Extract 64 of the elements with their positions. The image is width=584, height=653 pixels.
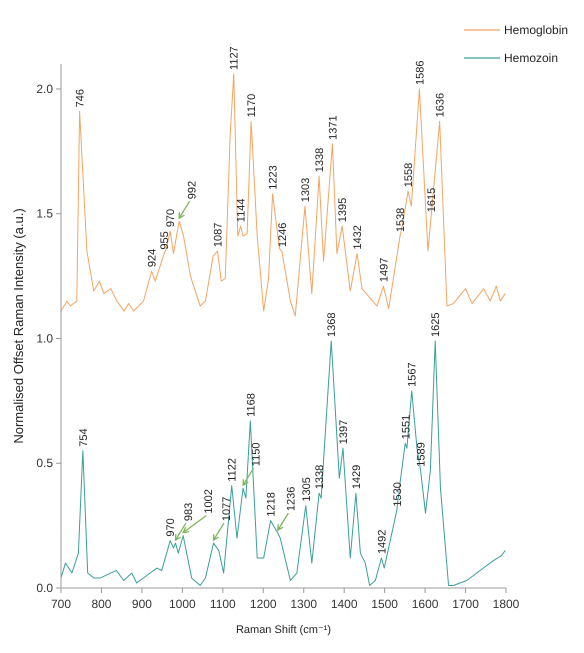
annotation: 1558 xyxy=(403,162,416,188)
annotation: 924 xyxy=(146,248,159,268)
annotation: 1223 xyxy=(268,165,280,190)
y-tick-label: 1.5 xyxy=(36,206,54,221)
x-tick-label: 1400 xyxy=(330,597,358,611)
annotation: 1150 xyxy=(250,442,263,466)
annotation: 1636 xyxy=(434,92,447,118)
x-tick-label: 800 xyxy=(91,597,112,611)
annotation: 1305 xyxy=(300,477,313,502)
annotation: 1371 xyxy=(327,115,340,140)
y-tick-label: 1.0 xyxy=(36,331,54,346)
x-axis-title: Raman Shift (cm⁻¹) xyxy=(236,624,332,636)
annotation: 1077 xyxy=(221,496,234,522)
annotation: 1397 xyxy=(338,420,350,444)
legend-label: Hemoglobin xyxy=(504,23,568,37)
annotation: 1625 xyxy=(430,312,442,337)
x-tick-label: 900 xyxy=(132,597,152,611)
annotation: 1432 xyxy=(352,225,364,250)
annotation: 1002 xyxy=(203,489,216,514)
annotation: 1218 xyxy=(266,492,278,517)
annotation: 1395 xyxy=(337,198,350,222)
x-tick-label: 1700 xyxy=(452,597,480,611)
annotation: 1497 xyxy=(378,258,390,282)
annotation: 1589 xyxy=(416,442,428,467)
annotation: 1567 xyxy=(406,362,419,387)
y-axis-title: Normalised Offset Raman Intensity (a.u.) xyxy=(11,208,26,444)
x-tick-label: 1000 xyxy=(169,597,196,611)
annotation: 1530 xyxy=(392,482,404,507)
annotation: 1338 xyxy=(314,464,326,490)
annotation: 1303 xyxy=(300,178,312,202)
x-tick-label: 1200 xyxy=(250,597,277,611)
annotation: 754 xyxy=(78,428,90,447)
annotation: 1170 xyxy=(246,94,258,118)
annotation: 1246 xyxy=(276,222,289,248)
x-tick-label: 1300 xyxy=(290,597,318,611)
annotation: 1144 xyxy=(236,198,248,222)
annotation: 1338 xyxy=(314,148,326,172)
x-tick-label: 1500 xyxy=(371,597,398,611)
annotation: 1127 xyxy=(228,46,241,70)
y-tick-label: 0.5 xyxy=(36,456,54,470)
annotation: 970 xyxy=(165,518,178,537)
annotation: 1368 xyxy=(326,312,338,337)
y-tick-label: 0.0 xyxy=(36,581,54,595)
annotation: 1551 xyxy=(400,414,412,440)
legend-label: Hemozoin xyxy=(504,51,558,65)
annotation: 1087 xyxy=(212,222,225,248)
x-tick-label: 1800 xyxy=(492,597,520,611)
y-tick-label: 2.0 xyxy=(36,82,54,96)
annotation: 1538 xyxy=(395,208,408,232)
x-tick-label: 1600 xyxy=(412,597,439,611)
annotation: 1492 xyxy=(376,530,388,554)
annotation: 1168 xyxy=(245,393,258,417)
x-tick-label: 700 xyxy=(50,597,72,611)
annotation: 983 xyxy=(182,502,195,522)
annotation: 1615 xyxy=(426,188,438,212)
annotation: 746 xyxy=(74,89,87,108)
annotation: 970 xyxy=(165,208,178,228)
annotation: 955 xyxy=(159,231,172,250)
annotation: 1429 xyxy=(350,464,363,490)
x-tick-label: 1100 xyxy=(210,597,236,611)
annotation: 992 xyxy=(186,180,199,200)
annotation: 1586 xyxy=(414,60,426,85)
annotation: 1122 xyxy=(226,458,239,482)
annotation: 1236 xyxy=(285,486,298,512)
